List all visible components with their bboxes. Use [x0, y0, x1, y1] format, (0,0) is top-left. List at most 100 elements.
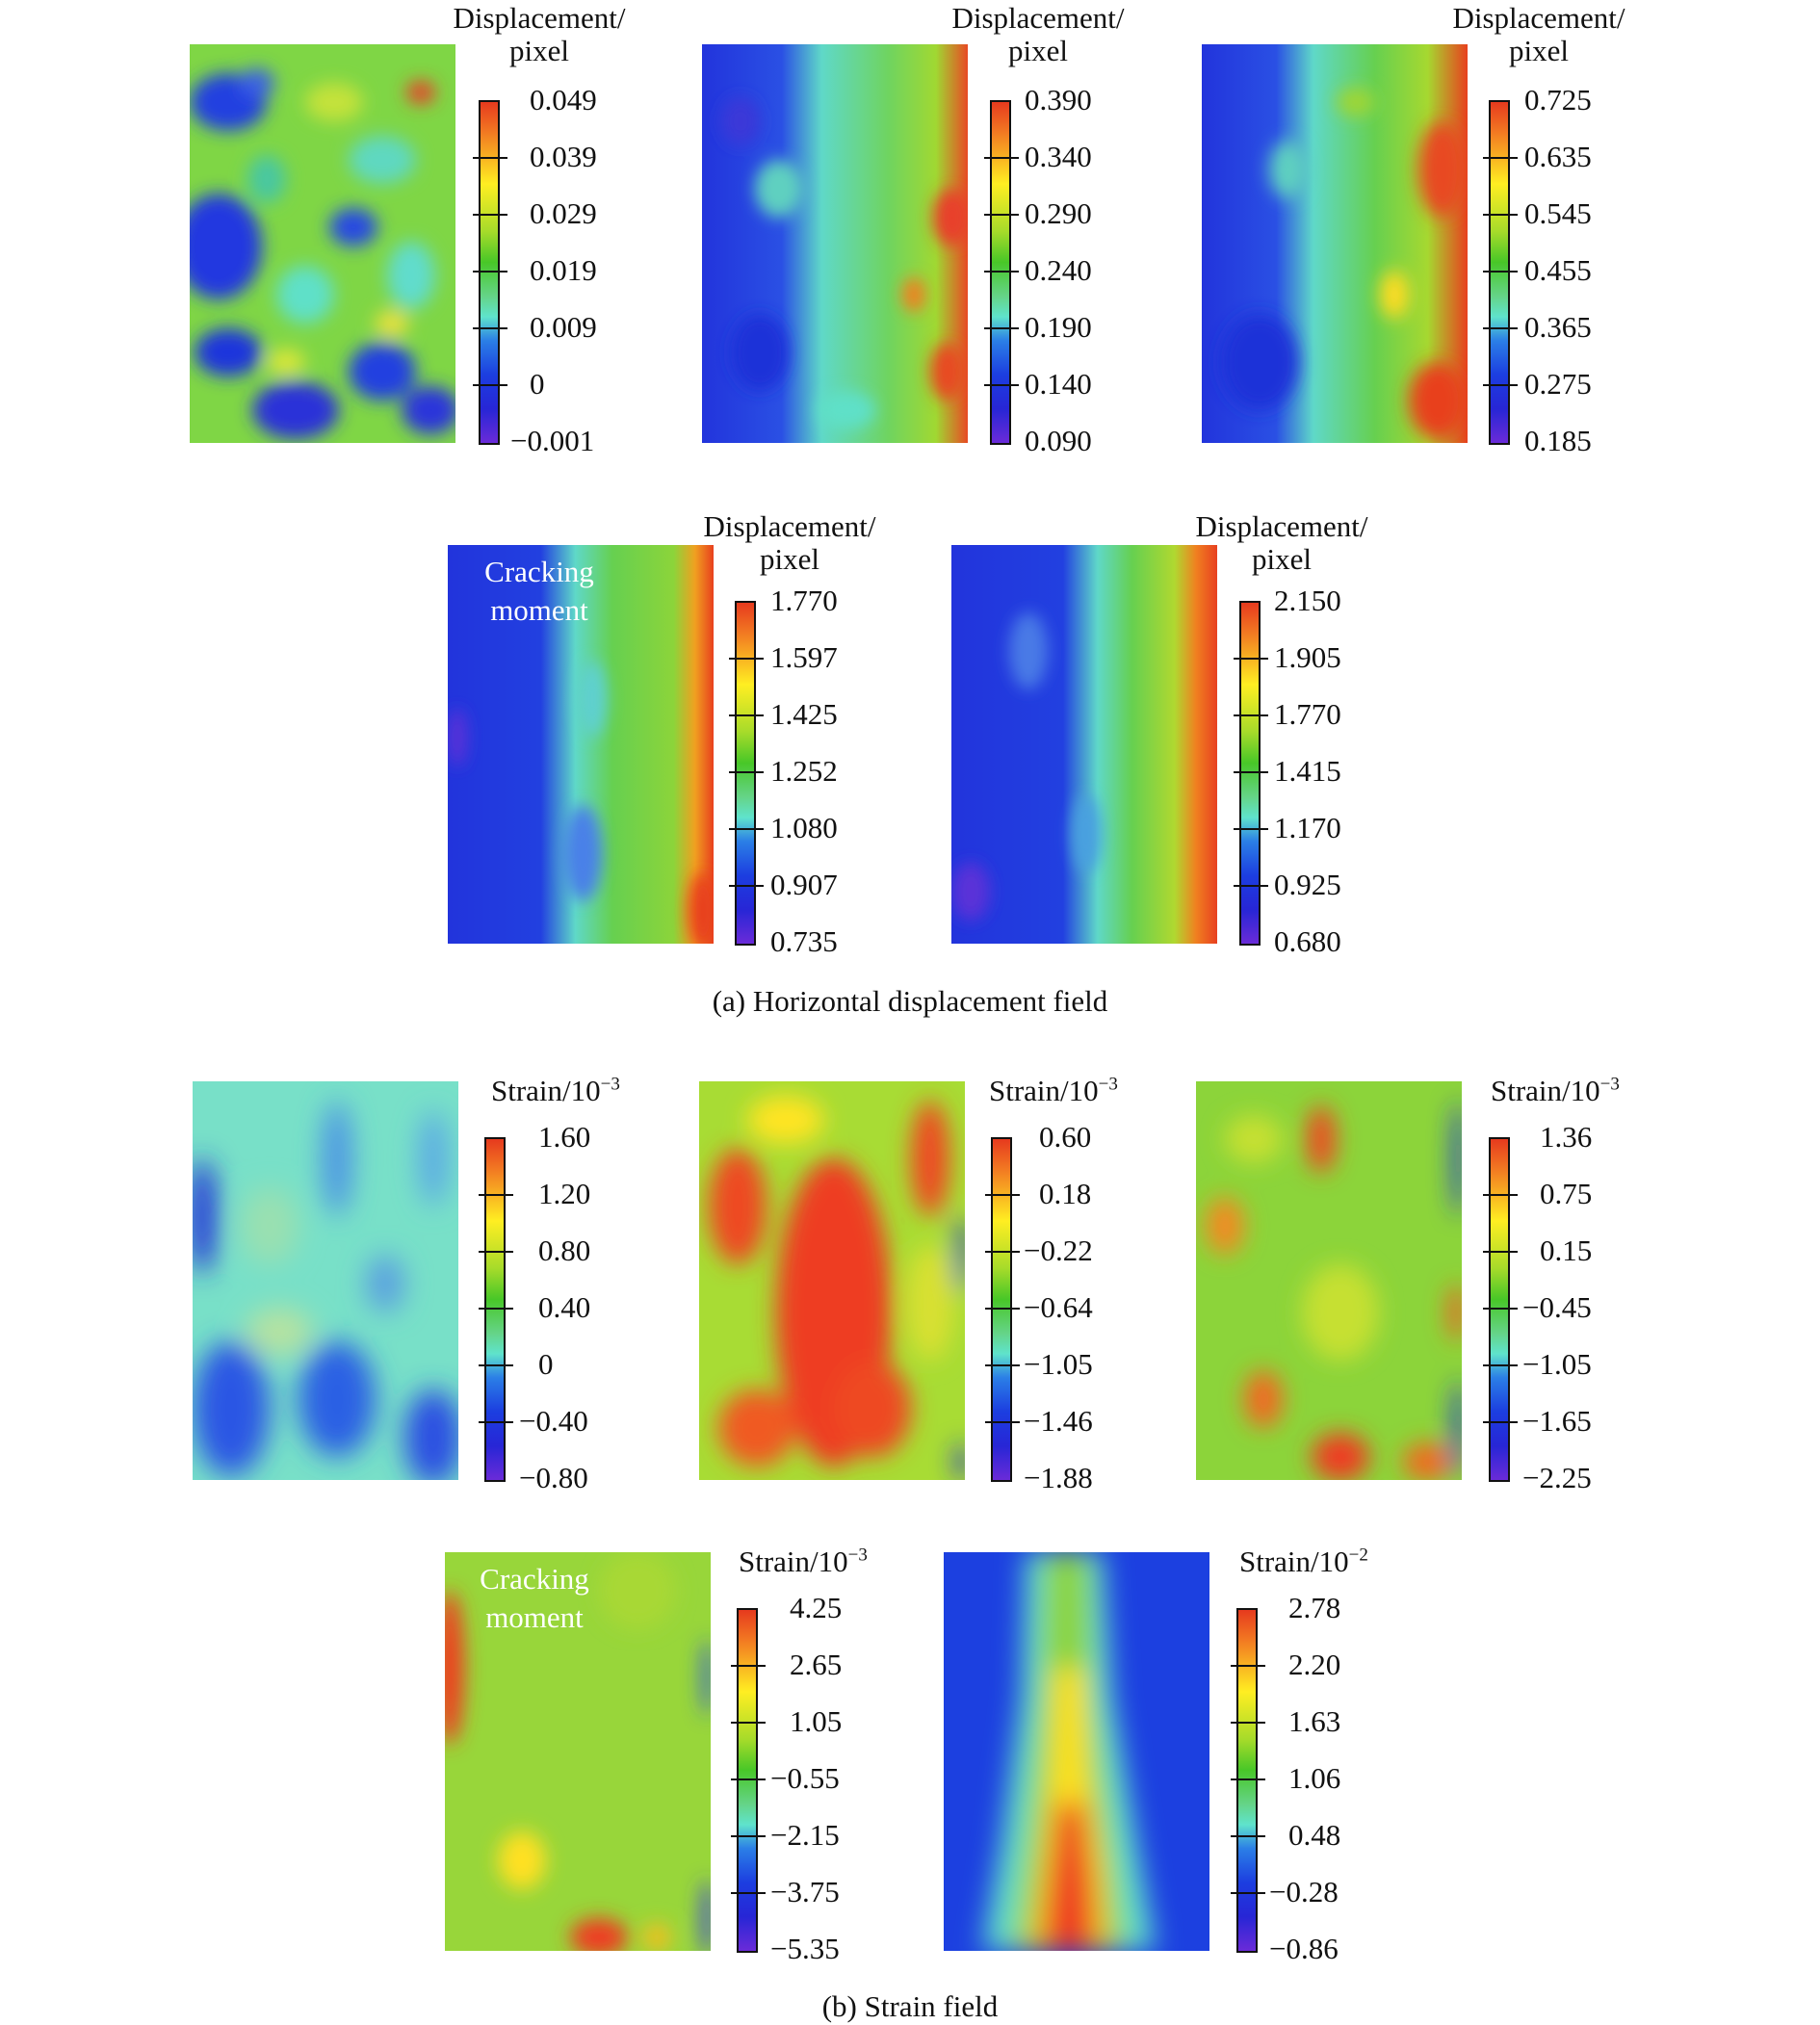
colorbar-tick [731, 1892, 766, 1894]
colorbar-label: −2.25 [1522, 1461, 1592, 1494]
colorbar-label: 0.190 [1025, 310, 1092, 344]
colorbar-label: 0.390 [1025, 83, 1092, 117]
colorbar-label: 0.15 [1540, 1233, 1593, 1267]
annotation-line2: moment [485, 1600, 584, 1634]
legend-title: Strain/10−3 [1491, 1075, 1620, 1107]
colorbar-label: −0.80 [519, 1461, 588, 1494]
colorbar-tick [473, 327, 507, 329]
legend-title-exponent: −2 [1348, 1545, 1368, 1566]
colorbar-tick [985, 1421, 1020, 1423]
colorbar-label: 1.080 [770, 811, 838, 844]
legend-title: Displacement/ pixel [947, 2, 1130, 67]
legend-title: Strain/10−3 [989, 1075, 1118, 1107]
displacement-field-map [1202, 44, 1468, 443]
colorbar-label: −0.28 [1269, 1875, 1339, 1908]
colorbar [479, 1137, 513, 1482]
colorbar-label: 0 [538, 1347, 554, 1381]
colorbar-label: 0.725 [1524, 83, 1592, 117]
colorbar-label: −0.64 [1024, 1290, 1093, 1324]
colorbar-label: 1.770 [1274, 697, 1341, 731]
colorbar-tick [984, 327, 1019, 329]
colorbar-label: 0.680 [1274, 924, 1341, 958]
colorbar-label: 0.80 [538, 1233, 591, 1267]
legend-title-line1: Displacement/ [703, 509, 876, 543]
colorbar-tick [473, 384, 507, 386]
colorbar-label: 0.40 [538, 1290, 591, 1324]
colorbar-label: 1.36 [1540, 1120, 1593, 1154]
colorbar-label: 0.907 [770, 868, 838, 901]
colorbar-tick [985, 1364, 1020, 1366]
colorbar-label: 2.150 [1274, 584, 1341, 617]
colorbar-tick [731, 1835, 766, 1837]
colorbar [1483, 1137, 1518, 1482]
displacement-field-map [448, 545, 714, 944]
colorbar-label: 0.455 [1524, 253, 1592, 287]
colorbar-label: 0.019 [530, 253, 597, 287]
legend-title: Displacement/ pixel [1447, 2, 1630, 67]
colorbar-label: 0.75 [1540, 1177, 1593, 1210]
displacement-field-map [702, 44, 968, 443]
colorbar-tick [1483, 1364, 1518, 1366]
colorbar-tick [1483, 271, 1518, 273]
colorbar-tick [473, 157, 507, 159]
colorbar [473, 100, 507, 445]
colorbar-tick [1234, 885, 1268, 887]
colorbar-tick [473, 214, 507, 216]
colorbar-label: 0.029 [530, 196, 597, 230]
colorbar-label: −3.75 [770, 1875, 840, 1908]
colorbar-label: 0.240 [1025, 253, 1092, 287]
colorbar-label: −0.55 [770, 1761, 840, 1795]
strain-field-map [193, 1081, 458, 1480]
legend-title: Displacement/ pixel [448, 2, 631, 67]
displacement-field-map [190, 44, 455, 443]
legend-title-line2: pixel [1252, 542, 1312, 576]
legend-title-base: Strain/10 [1239, 1545, 1349, 1578]
colorbar-label: 2.78 [1288, 1591, 1341, 1624]
colorbar-label: −5.35 [770, 1932, 840, 1965]
colorbar-label: 0.290 [1025, 196, 1092, 230]
colorbar-tick [1231, 1665, 1265, 1667]
colorbar-label: −2.15 [770, 1818, 840, 1852]
colorbar-label: 1.252 [770, 754, 838, 788]
colorbar-tick [1483, 1421, 1518, 1423]
colorbar-tick [729, 771, 764, 773]
colorbar-label: 0.039 [530, 140, 597, 173]
colorbar-tick [1231, 1722, 1265, 1724]
colorbar [1483, 100, 1518, 445]
colorbar-label: −0.001 [510, 424, 595, 457]
colorbar-tick [479, 1308, 513, 1310]
strain-field-map [445, 1552, 711, 1951]
legend-title-line1: Displacement/ [951, 1, 1125, 35]
legend-title: Strain/10−3 [739, 1545, 868, 1578]
colorbar-tick [479, 1421, 513, 1423]
colorbar [731, 1608, 766, 1953]
colorbar-label: −1.46 [1024, 1404, 1093, 1438]
annotation-line1: Cracking [484, 555, 594, 588]
legend-title-line1: Displacement/ [1452, 1, 1625, 35]
colorbar-tick [729, 658, 764, 660]
colorbar-tick [1234, 828, 1268, 830]
colorbar-label: 1.425 [770, 697, 838, 731]
colorbar-label: 1.05 [790, 1704, 843, 1738]
colorbar-label: −0.86 [1269, 1932, 1339, 1965]
colorbar-tick [1231, 1778, 1265, 1780]
colorbar-tick [1483, 384, 1518, 386]
colorbar-tick [479, 1194, 513, 1196]
colorbar-tick [731, 1778, 766, 1780]
colorbar-tick [985, 1251, 1020, 1253]
colorbar-tick [729, 885, 764, 887]
legend-title-base: Strain/10 [739, 1545, 848, 1578]
displacement-field-map [951, 545, 1217, 944]
colorbar-tick [984, 157, 1019, 159]
colorbar-label: 0.185 [1524, 424, 1592, 457]
legend-title-line2: pixel [509, 34, 569, 67]
colorbar-label: −0.40 [519, 1404, 588, 1438]
colorbar-tick [731, 1665, 766, 1667]
legend-title: Strain/10−3 [491, 1075, 620, 1107]
colorbar-tick [731, 1722, 766, 1724]
colorbar-label: 0.60 [1039, 1120, 1092, 1154]
colorbar-tick [1483, 327, 1518, 329]
colorbar-label: 0.009 [530, 310, 597, 344]
legend-title-line1: Displacement/ [453, 1, 626, 35]
colorbar-tick [1483, 1194, 1518, 1196]
